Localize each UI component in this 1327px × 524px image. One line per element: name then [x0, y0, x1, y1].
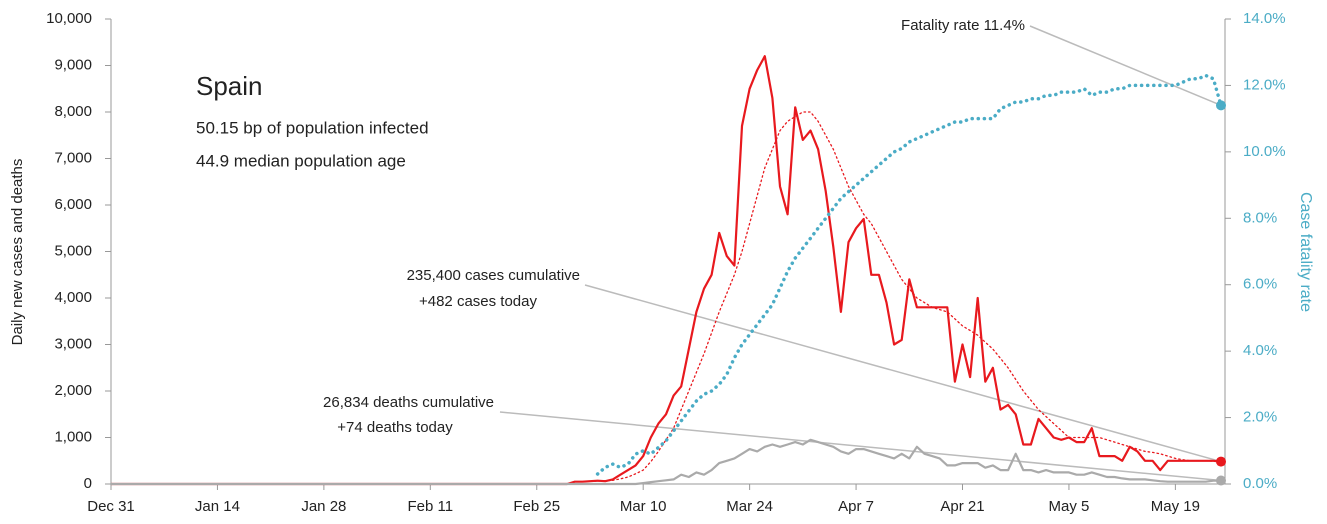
y2-tick-label: 6.0% — [1243, 276, 1277, 293]
y-tick-label: 8,000 — [54, 103, 92, 120]
y-tick-label: 7,000 — [54, 149, 92, 166]
y-tick-label: 10,000 — [46, 10, 92, 27]
y2-tick-label: 8.0% — [1243, 209, 1277, 226]
y-tick-label: 9,000 — [54, 56, 92, 73]
annotation: 26,834 deaths cumulative — [323, 394, 494, 411]
x-tick-label: Jan 14 — [195, 498, 240, 515]
series-line — [589, 111, 1222, 482]
y2-tick-label: 12.0% — [1243, 76, 1286, 93]
y-tick-label: 6,000 — [54, 196, 92, 213]
x-tick-label: Jan 28 — [301, 498, 346, 515]
annotation: Fatality rate 11.4% — [901, 17, 1025, 34]
end-marker — [1216, 475, 1226, 486]
y2-axis-label: Case fatality rate — [1297, 192, 1314, 312]
x-tick-label: May 19 — [1151, 498, 1200, 515]
y2-tick-label: 2.0% — [1243, 409, 1277, 426]
x-tick-label: Feb 25 — [513, 498, 560, 515]
y2-tick-label: 10.0% — [1243, 143, 1286, 160]
y2-tick-label: 0.0% — [1243, 475, 1277, 492]
annotation: 235,400 cases cumulative — [407, 267, 580, 284]
end-marker — [1216, 100, 1226, 111]
annotation: +482 cases today — [419, 293, 538, 310]
leader-line — [584, 284, 1222, 463]
y-tick-label: 0 — [84, 475, 92, 492]
x-tick-label: May 5 — [1049, 498, 1090, 515]
y-tick-label: 3,000 — [54, 335, 92, 352]
leader-line — [499, 411, 1222, 482]
series-line — [595, 73, 1223, 476]
x-tick-label: Mar 10 — [620, 498, 667, 515]
y-tick-label: 4,000 — [54, 289, 92, 306]
annotation: +74 deaths today — [337, 419, 453, 436]
series-line — [111, 438, 1221, 486]
y-tick-label: 1,000 — [54, 428, 92, 445]
chart-title: Spain — [196, 71, 263, 101]
subtitle: 50.15 bp of population infected — [196, 118, 429, 137]
x-tick-label: Dec 31 — [87, 498, 135, 515]
x-tick-label: Mar 24 — [726, 498, 773, 515]
subtitle: 44.9 median population age — [196, 151, 406, 170]
x-tick-label: Apr 7 — [838, 498, 874, 515]
y-axis-label: Daily new cases and deaths — [9, 159, 26, 346]
y2-tick-label: 14.0% — [1243, 10, 1286, 27]
x-tick-label: Apr 21 — [940, 498, 984, 515]
x-tick-label: Feb 11 — [408, 498, 454, 515]
y-tick-label: 2,000 — [54, 382, 92, 399]
y-tick-label: 5,000 — [54, 242, 92, 259]
y2-tick-label: 4.0% — [1243, 342, 1277, 359]
leader-line — [1029, 25, 1222, 107]
